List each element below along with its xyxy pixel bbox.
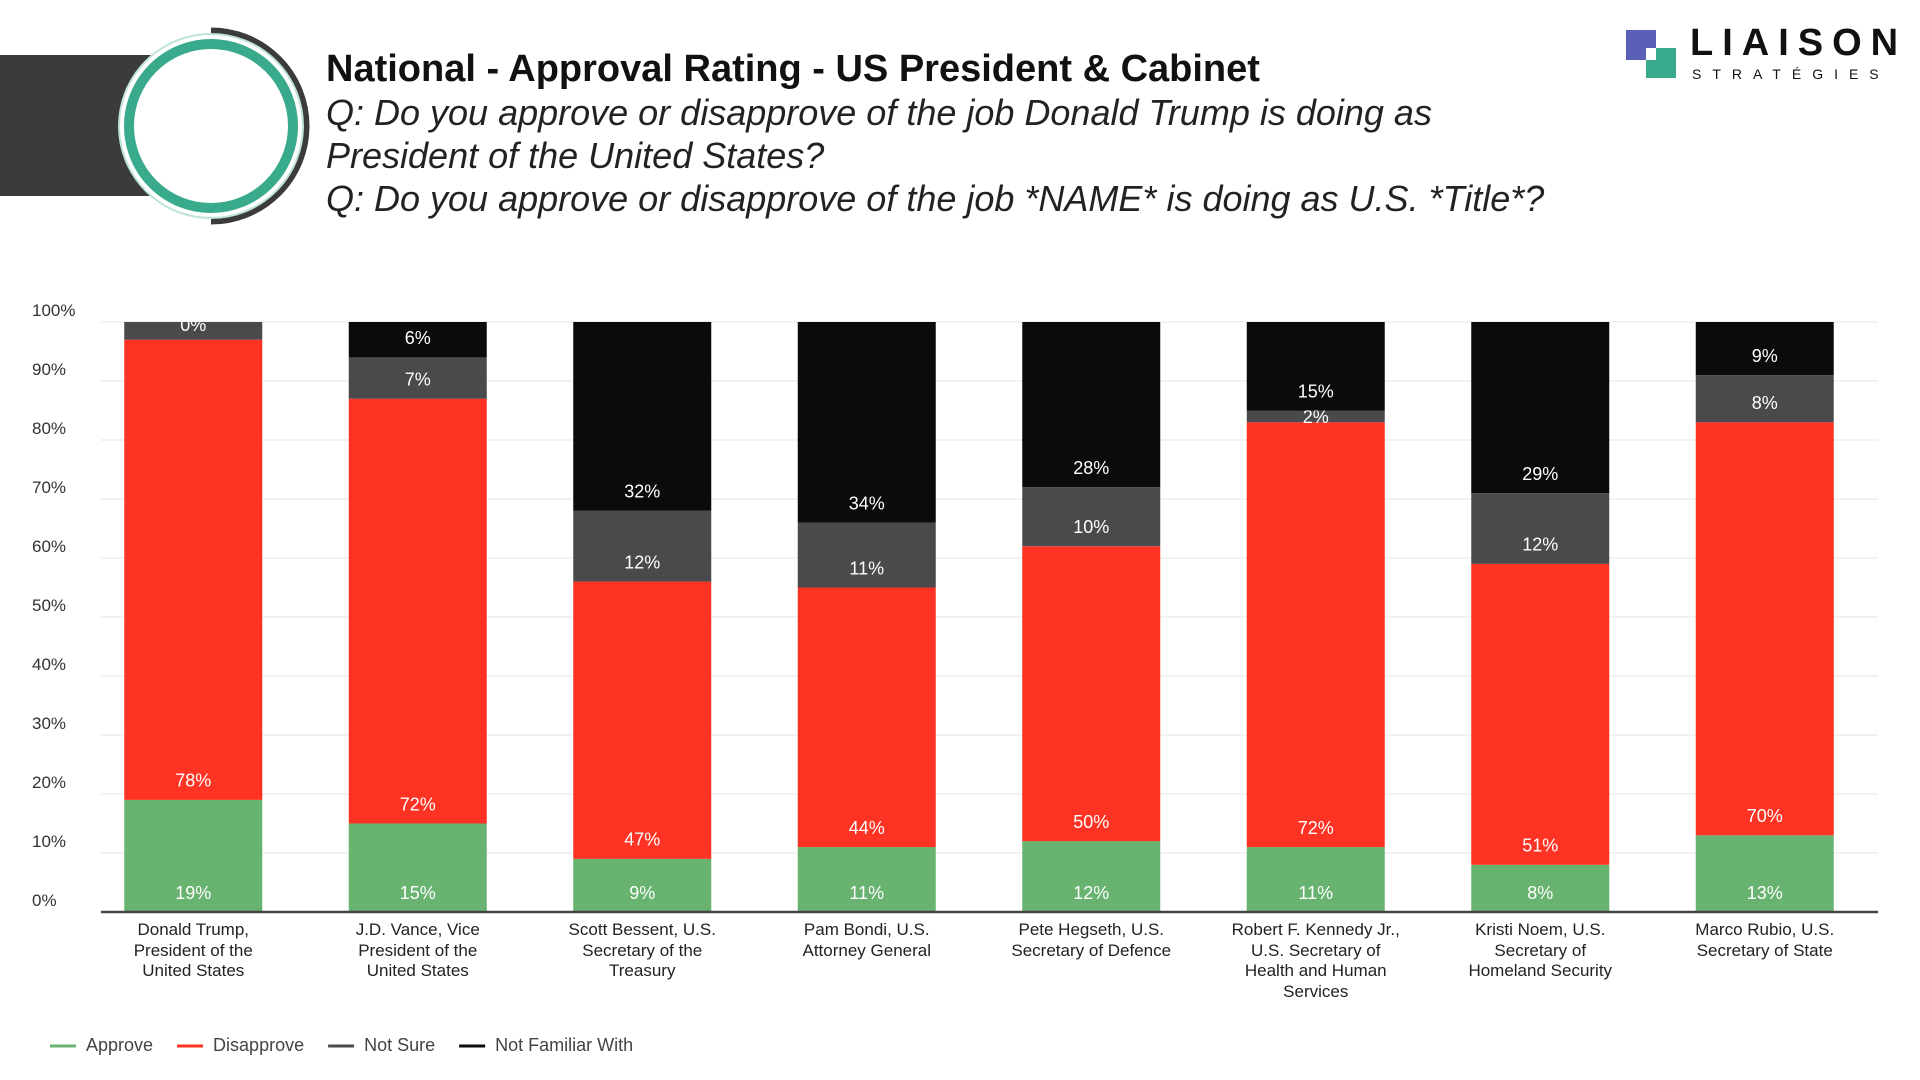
data-label: 9%	[629, 883, 655, 903]
data-label: 34%	[849, 493, 885, 513]
data-label: 28%	[1073, 458, 1109, 478]
x-tick-label: Pam Bondi, U.S. Attorney General	[802, 920, 931, 960]
bar-segment	[124, 322, 263, 340]
data-label: 44%	[849, 818, 885, 838]
data-label: 8%	[1527, 883, 1553, 903]
bar-segment	[1695, 835, 1834, 912]
bar-segment	[797, 847, 936, 912]
bar-segment	[348, 357, 487, 399]
legend-label: Not Familiar With	[495, 1035, 633, 1055]
data-label: 11%	[849, 883, 884, 903]
bar-segment	[573, 581, 712, 859]
decor-ring	[124, 39, 298, 213]
subtitle: Q: Do you approve or disapprove of the j…	[326, 92, 1432, 133]
y-tick-label: 40%	[32, 655, 66, 674]
bar-segment	[797, 587, 936, 848]
logo-name: LIAISON	[1690, 22, 1908, 64]
decor-arc	[210, 27, 310, 225]
y-tick-label: 70%	[32, 478, 66, 497]
x-tick-label: Robert F. Kennedy Jr., U.S. Secretary of…	[1231, 920, 1400, 1001]
legend-label: Approve	[86, 1035, 153, 1055]
title: National - Approval Rating - US Presiden…	[326, 48, 1260, 90]
bar-segment	[1022, 841, 1161, 912]
x-tick-label: Pete Hegseth, U.S. Secretary of Defence	[1011, 920, 1172, 960]
data-label: 50%	[1073, 812, 1109, 832]
bar-segment	[1471, 322, 1610, 494]
data-label: 72%	[1298, 818, 1334, 838]
y-tick-label: 30%	[32, 714, 66, 733]
data-label: 9%	[1752, 346, 1778, 366]
bar-segment	[1471, 864, 1610, 912]
bar-segment	[1471, 563, 1610, 865]
bar-segment	[1695, 422, 1834, 836]
data-label: 51%	[1522, 836, 1558, 856]
bar-segment	[1471, 493, 1610, 564]
data-label: 7%	[405, 369, 431, 389]
bar-segment	[1022, 487, 1161, 547]
data-label: 15%	[400, 883, 436, 903]
bar-segment	[573, 510, 712, 582]
data-label: 12%	[1522, 535, 1558, 555]
data-label: 2%	[1303, 407, 1329, 427]
bar-segment	[1695, 322, 1834, 376]
bar-segment	[1246, 847, 1385, 912]
data-label: 19%	[175, 883, 211, 903]
x-tick-label: Marco Rubio, U.S. Secretary of State	[1695, 920, 1835, 960]
bar-segment	[1246, 422, 1385, 848]
y-tick-label: 50%	[32, 596, 66, 615]
data-label: 70%	[1747, 806, 1783, 826]
bar-segment	[797, 522, 936, 588]
logo-tagline: STRATÉGIES	[1692, 66, 1890, 82]
data-label: 12%	[1073, 883, 1109, 903]
data-label: 72%	[400, 794, 436, 814]
x-tick-label: Donald Trump, President of the United St…	[133, 920, 253, 980]
data-label: 11%	[849, 558, 884, 578]
bar-segment	[124, 799, 263, 912]
data-label: 12%	[624, 552, 660, 572]
bar-segment	[348, 398, 487, 824]
data-label: 78%	[175, 771, 211, 791]
y-tick-label: 0%	[32, 891, 57, 910]
bar-segment	[348, 823, 487, 912]
y-tick-label: 20%	[32, 773, 66, 792]
data-label: 47%	[624, 830, 660, 850]
bar-segment	[573, 858, 712, 912]
data-label: 8%	[1752, 393, 1778, 413]
bar-segment	[797, 322, 936, 523]
data-label: 10%	[1073, 517, 1109, 537]
bar-segment	[1695, 375, 1834, 423]
x-tick-label: Kristi Noem, U.S. Secretary of Homeland …	[1468, 920, 1613, 980]
y-tick-label: 10%	[32, 832, 66, 851]
y-tick-label: 90%	[32, 360, 66, 379]
bar-segment	[348, 322, 487, 358]
subtitle: President of the United States?	[326, 135, 825, 176]
data-label: 6%	[405, 328, 431, 348]
legend-label: Not Sure	[364, 1035, 435, 1055]
legend-label: Disapprove	[213, 1035, 304, 1055]
subtitle: Q: Do you approve or disapprove of the j…	[326, 178, 1545, 219]
data-label: 32%	[624, 482, 660, 502]
y-tick-label: 60%	[32, 537, 66, 556]
bar-segment	[1246, 322, 1385, 411]
bar-segment	[1022, 322, 1161, 488]
bar-segment	[124, 339, 263, 800]
bar-segment	[573, 322, 712, 511]
x-tick-label: J.D. Vance, Vice President of the United…	[355, 920, 480, 980]
bar-segment	[1022, 546, 1161, 842]
bar-segment	[1246, 410, 1385, 423]
data-label: 15%	[1298, 381, 1334, 401]
data-label: 13%	[1747, 883, 1783, 903]
data-label: 29%	[1522, 464, 1558, 484]
y-tick-label: 80%	[32, 419, 66, 438]
data-label: 11%	[1298, 883, 1333, 903]
x-tick-label: Scott Bessent, U.S. Secretary of the Tre…	[568, 920, 716, 980]
logo-square	[1646, 48, 1656, 60]
data-label: 0%	[180, 315, 206, 335]
y-tick-label: 100%	[32, 301, 75, 320]
